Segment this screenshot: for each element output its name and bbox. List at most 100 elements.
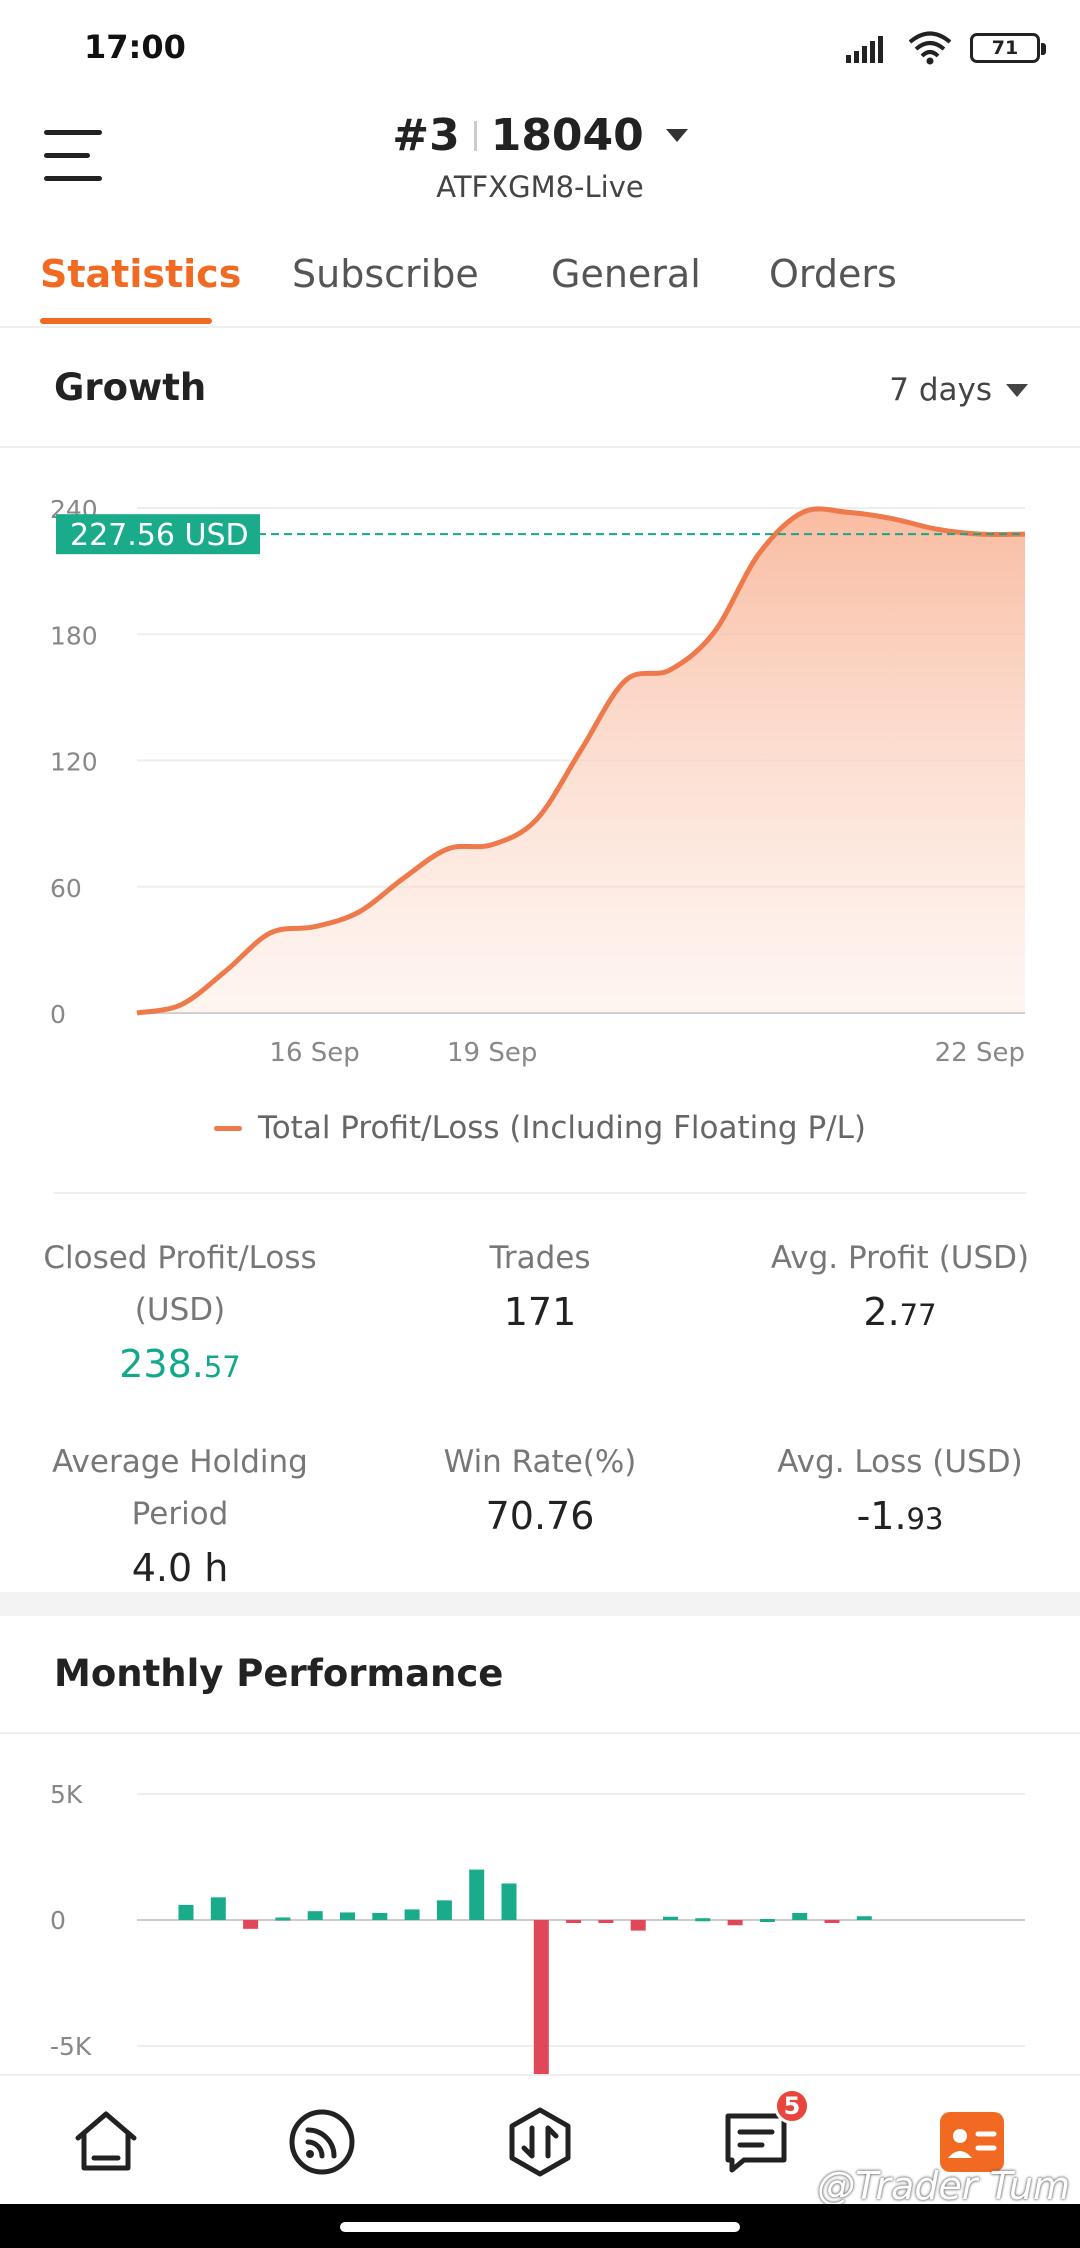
growth-area bbox=[137, 508, 1025, 1013]
stat-closed-pl: Closed Profit/Loss (USD) 238.57 bbox=[0, 1232, 360, 1386]
tab-subscribe[interactable]: Subscribe bbox=[292, 252, 479, 296]
account-id: 18040 bbox=[490, 110, 644, 161]
tab-statistics[interactable]: Statistics bbox=[40, 252, 242, 296]
stat-label: Win Rate(%) bbox=[443, 1444, 637, 1480]
watermark: @Trader Tum bbox=[817, 2164, 1070, 2208]
monthly-bar bbox=[275, 1917, 291, 1921]
status-time: 17:00 bbox=[84, 28, 186, 66]
monthly-bar bbox=[759, 1918, 775, 1922]
monthly-bar bbox=[533, 1920, 549, 2074]
legend-swatch bbox=[214, 1125, 243, 1131]
monthly-bar bbox=[727, 1920, 743, 1926]
wifi-icon bbox=[908, 31, 952, 65]
x-tick-label: 16 Sep bbox=[269, 1038, 359, 1068]
tab-orders[interactable]: Orders bbox=[769, 252, 897, 296]
monthly-bar bbox=[372, 1912, 388, 1920]
chart-legend: Total Profit/Loss (Including Floating P/… bbox=[0, 1110, 1080, 1146]
account-number: #3 bbox=[392, 110, 460, 161]
stat-value: 238.57 bbox=[119, 1342, 241, 1386]
battery-icon: 71 bbox=[970, 33, 1046, 63]
stat-label: Avg. Profit (USD) bbox=[770, 1240, 1030, 1276]
account-separator bbox=[473, 120, 477, 151]
stat-label: Average Holding Period bbox=[52, 1444, 308, 1532]
cellular-signal-icon bbox=[846, 36, 883, 63]
server-name: ATFXGM8-Live bbox=[436, 170, 644, 204]
y-tick-label: 60 bbox=[50, 874, 82, 903]
stat-trades: Trades 171 bbox=[360, 1232, 720, 1334]
monthly-bar bbox=[695, 1918, 711, 1922]
nav-messages[interactable]: 5 bbox=[720, 2088, 810, 2178]
monthly-bar bbox=[856, 1916, 872, 1920]
monthly-bar bbox=[340, 1912, 355, 1920]
monthly-chart: 5K 0 -5K bbox=[50, 1780, 1025, 2074]
monthly-bar bbox=[307, 1911, 323, 1920]
monthly-bar bbox=[824, 1920, 840, 1923]
stat-value: -1.93 bbox=[856, 1494, 944, 1538]
stat-unit: (USD) bbox=[134, 1292, 226, 1328]
monthly-bar bbox=[630, 1920, 646, 1931]
menu-icon[interactable] bbox=[44, 130, 102, 182]
tab-general[interactable]: General bbox=[551, 252, 701, 296]
y-tick-label: 0 bbox=[50, 1000, 66, 1029]
x-tick-label: 22 Sep bbox=[935, 1038, 1025, 1068]
monthly-bar bbox=[404, 1909, 420, 1920]
stat-label: Closed Profit/Loss bbox=[43, 1240, 317, 1276]
stat-value: 2.77 bbox=[863, 1290, 937, 1334]
y-tick-label: 120 bbox=[50, 748, 98, 777]
range-value: 7 days bbox=[889, 372, 992, 408]
growth-series-line bbox=[136, 506, 1026, 1016]
messages-icon bbox=[725, 2113, 787, 2173]
y-tick-label: 5K bbox=[50, 1780, 83, 1809]
stat-win-rate: Win Rate(%) 70.76 bbox=[360, 1436, 720, 1538]
current-value-tag bbox=[56, 514, 260, 555]
trade-icon bbox=[509, 2107, 571, 2177]
y-tick-label: -5K bbox=[50, 2032, 92, 2061]
nav-signals[interactable] bbox=[286, 2106, 358, 2178]
account-selector[interactable]: #3 18040 bbox=[0, 110, 1080, 161]
monthly-bar bbox=[663, 1916, 678, 1920]
status-bar: 17:00 71 bbox=[0, 0, 1080, 96]
gesture-bar bbox=[0, 2204, 1080, 2248]
monthly-bar bbox=[501, 1883, 517, 1920]
monthly-title: Monthly Performance bbox=[54, 1652, 504, 1695]
monthly-bar bbox=[436, 1900, 452, 1920]
monthly-bar bbox=[210, 1897, 226, 1920]
tab-bar: Statistics Subscribe General Orders bbox=[0, 230, 1080, 328]
y-tick-label: 180 bbox=[50, 621, 98, 650]
stat-avg-profit: Avg. Profit (USD) 2.77 bbox=[720, 1232, 1080, 1334]
stat-value: 70.76 bbox=[485, 1494, 595, 1538]
monthly-bar bbox=[469, 1869, 485, 1920]
monthly-header: Monthly Performance bbox=[0, 1616, 1080, 1734]
nav-profile[interactable] bbox=[936, 2106, 1008, 2178]
stat-holding-period: Average Holding Period 4.0 h bbox=[0, 1436, 360, 1590]
stat-value: 4.0 h bbox=[131, 1546, 229, 1590]
monthly-bar bbox=[243, 1920, 259, 1929]
monthly-bar bbox=[178, 1904, 194, 1920]
x-tick-label: 19 Sep bbox=[447, 1038, 537, 1068]
range-dropdown[interactable]: 7 days bbox=[889, 372, 1028, 408]
stat-label: Avg. Loss (USD) bbox=[777, 1444, 1023, 1480]
bottom-nav: 5 bbox=[0, 2074, 1080, 2204]
home-indicator[interactable] bbox=[340, 2222, 740, 2232]
active-tab-indicator bbox=[40, 318, 212, 324]
messages-badge: 5 bbox=[774, 2088, 810, 2124]
chevron-down-icon bbox=[1006, 383, 1028, 397]
growth-title: Growth bbox=[54, 366, 207, 409]
monthly-bar bbox=[566, 1920, 582, 1923]
profile-card-icon bbox=[940, 2112, 1004, 2172]
status-icons: 71 bbox=[846, 26, 1046, 70]
monthly-bar bbox=[792, 1912, 808, 1920]
legend-label: Total Profit/Loss (Including Floating P/… bbox=[258, 1110, 866, 1146]
home-icon bbox=[75, 2111, 137, 2171]
stat-label: Trades bbox=[489, 1240, 591, 1276]
nav-home[interactable] bbox=[70, 2106, 142, 2178]
signal-feed-icon bbox=[289, 2109, 355, 2175]
nav-trade[interactable] bbox=[504, 2106, 576, 2178]
current-value-label: 227.56 USD bbox=[70, 518, 249, 553]
chevron-down-icon bbox=[665, 129, 688, 142]
y-tick-label: 0 bbox=[50, 1906, 66, 1935]
stat-value: 171 bbox=[503, 1290, 577, 1334]
divider bbox=[54, 1192, 1026, 1194]
section-gap bbox=[0, 1592, 1080, 1616]
